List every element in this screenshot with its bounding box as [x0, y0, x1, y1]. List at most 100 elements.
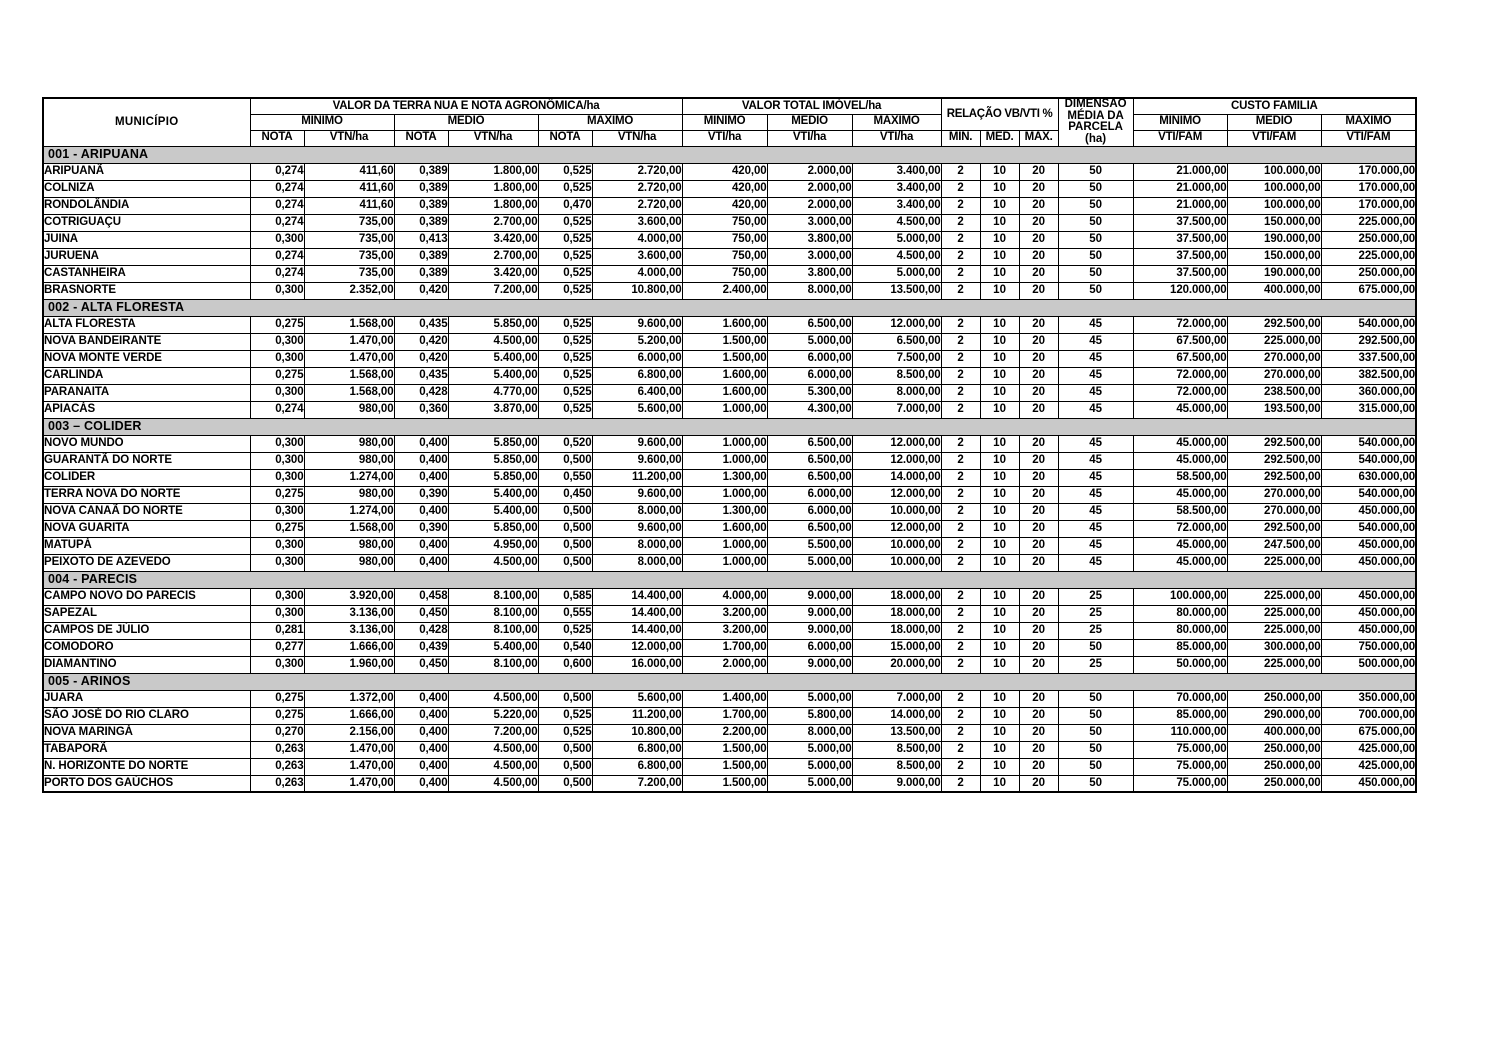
- cell-vti-max: 14.000,00: [851, 468, 942, 487]
- cell-vti-max: 4.500,00: [851, 247, 942, 266]
- cell-vti-max: 18.000,00: [851, 621, 942, 640]
- cell-vti-max: 12.000,00: [851, 451, 942, 470]
- cell-fam-min: 37.500,00: [1132, 264, 1228, 283]
- group-title: 004 - PARECIS: [42, 570, 1417, 589]
- cell-dimensao: 45: [1057, 553, 1134, 572]
- cell-vti-max: 8.500,00: [851, 366, 942, 385]
- cell-nota-med: 0,400: [393, 757, 449, 776]
- cell-nota-min: 0,274: [249, 162, 305, 181]
- cell-vti-med: 6.500,00: [766, 434, 853, 453]
- header-municipio: MUNICÍPIO: [42, 97, 251, 147]
- cell-nota-med: 0,400: [393, 553, 449, 572]
- cell-fam-min: 85.000,00: [1132, 706, 1228, 725]
- cell-vtn-min: 411,60: [303, 196, 395, 215]
- cell-fam-max: 337.500,00: [1320, 349, 1417, 368]
- cell-fam-med: 292.500,00: [1226, 451, 1322, 470]
- cell-dimensao: 45: [1057, 400, 1134, 419]
- cell-vti-min: 1.300,00: [681, 468, 768, 487]
- cell-nota-min: 0,274: [249, 247, 305, 266]
- cell-fam-max: 675.000,00: [1320, 723, 1417, 742]
- cell-rel-max: 20: [1018, 502, 1059, 521]
- cell-fam-med: 100.000,00: [1226, 162, 1322, 181]
- cell-rel-med: 10: [979, 179, 1020, 198]
- cell-rel-med: 10: [979, 451, 1020, 470]
- cell-rel-med: 10: [979, 536, 1020, 555]
- cell-dimensao: 50: [1057, 638, 1134, 657]
- cell-vti-med: 6.000,00: [766, 349, 853, 368]
- cell-rel-max: 20: [1018, 247, 1059, 266]
- cell-fam-min: 37.500,00: [1132, 230, 1228, 249]
- cell-vti-med: 9.000,00: [766, 604, 853, 623]
- group-title: 003 – COLIDER: [42, 417, 1417, 436]
- cell-vtn-min: 1.568,00: [303, 366, 395, 385]
- header-vtifam-3: VTI/FAM: [1320, 129, 1417, 147]
- cell-fam-med: 292.500,00: [1226, 434, 1322, 453]
- cell-rel-max: 20: [1018, 553, 1059, 572]
- cell-fam-min: 100.000,00: [1132, 587, 1228, 606]
- cell-fam-med: 150.000,00: [1226, 213, 1322, 232]
- cell-vti-med: 2.000,00: [766, 179, 853, 198]
- cell-rel-med: 10: [979, 315, 1020, 334]
- cell-vti-max: 13.500,00: [851, 723, 942, 742]
- cell-municipio: NOVA MARINGÁ: [42, 723, 251, 742]
- cell-vti-min: 3.200,00: [681, 621, 768, 640]
- cell-fam-med: 292.500,00: [1226, 315, 1322, 334]
- cell-nota-min: 0,270: [249, 723, 305, 742]
- cell-vtn-med: 4.770,00: [447, 383, 539, 402]
- cell-fam-med: 190.000,00: [1226, 230, 1322, 249]
- cell-rel-max: 20: [1018, 213, 1059, 232]
- cell-nota-min: 0,300: [249, 349, 305, 368]
- cell-vti-max: 8.000,00: [851, 383, 942, 402]
- cell-vti-max: 12.000,00: [851, 519, 942, 538]
- cell-vtn-med: 4.500,00: [447, 757, 539, 776]
- cell-nota-min: 0,275: [249, 366, 305, 385]
- cell-nota-max: 0,525: [537, 621, 593, 640]
- cell-vti-med: 3.000,00: [766, 247, 853, 266]
- header-rel-min: MIN.: [940, 129, 981, 147]
- header-vtifam-2: VTI/FAM: [1226, 129, 1322, 147]
- cell-vtn-min: 1.470,00: [303, 349, 395, 368]
- cell-vti-max: 9.000,00: [851, 774, 942, 793]
- cell-vti-med: 8.000,00: [766, 281, 853, 300]
- cell-rel-min: 2: [940, 468, 981, 487]
- cell-fam-med: 270.000,00: [1226, 485, 1322, 504]
- cell-vtn-max: 4.000,00: [591, 264, 683, 283]
- cell-vtn-min: 980,00: [303, 536, 395, 555]
- cell-vtn-med: 5.400,00: [447, 485, 539, 504]
- cell-nota-max: 0,500: [537, 740, 593, 759]
- cell-municipio: GUARANTÃ DO NORTE: [42, 451, 251, 470]
- cell-vti-med: 3.000,00: [766, 213, 853, 232]
- cell-dimensao: 45: [1057, 485, 1134, 504]
- header-nota-1: NOTA: [249, 129, 305, 147]
- cell-municipio: NOVA BANDEIRANTE: [42, 332, 251, 351]
- cell-nota-max: 0,500: [537, 757, 593, 776]
- cell-vtn-med: 5.850,00: [447, 468, 539, 487]
- cell-vtn-min: 980,00: [303, 400, 395, 419]
- cell-nota-max: 0,500: [537, 519, 593, 538]
- cell-nota-max: 0,525: [537, 247, 593, 266]
- cell-rel-min: 2: [940, 706, 981, 725]
- cell-vtn-max: 16.000,00: [591, 655, 683, 674]
- cell-fam-min: 67.500,00: [1132, 349, 1228, 368]
- cell-rel-med: 10: [979, 502, 1020, 521]
- cell-fam-max: 450.000,00: [1320, 502, 1417, 521]
- cell-municipio: ARIPUANÃ: [42, 162, 251, 181]
- cell-nota-med: 0,435: [393, 315, 449, 334]
- cell-nota-min: 0,275: [249, 519, 305, 538]
- cell-fam-med: 247.500,00: [1226, 536, 1322, 555]
- cell-rel-min: 2: [940, 536, 981, 555]
- cell-nota-med: 0,360: [393, 400, 449, 419]
- cell-rel-med: 10: [979, 621, 1020, 640]
- cell-nota-min: 0,274: [249, 264, 305, 283]
- cell-vtn-max: 11.200,00: [591, 706, 683, 725]
- header-vti-minimo: MINIMO: [681, 113, 768, 131]
- cell-nota-min: 0,263: [249, 757, 305, 776]
- cell-rel-max: 20: [1018, 315, 1059, 334]
- cell-vti-max: 12.000,00: [851, 315, 942, 334]
- cell-nota-min: 0,300: [249, 468, 305, 487]
- cell-vtn-med: 3.420,00: [447, 264, 539, 283]
- cell-vti-max: 3.400,00: [851, 179, 942, 198]
- cell-rel-min: 2: [940, 587, 981, 606]
- cell-vtn-max: 10.800,00: [591, 723, 683, 742]
- cell-rel-max: 20: [1018, 689, 1059, 708]
